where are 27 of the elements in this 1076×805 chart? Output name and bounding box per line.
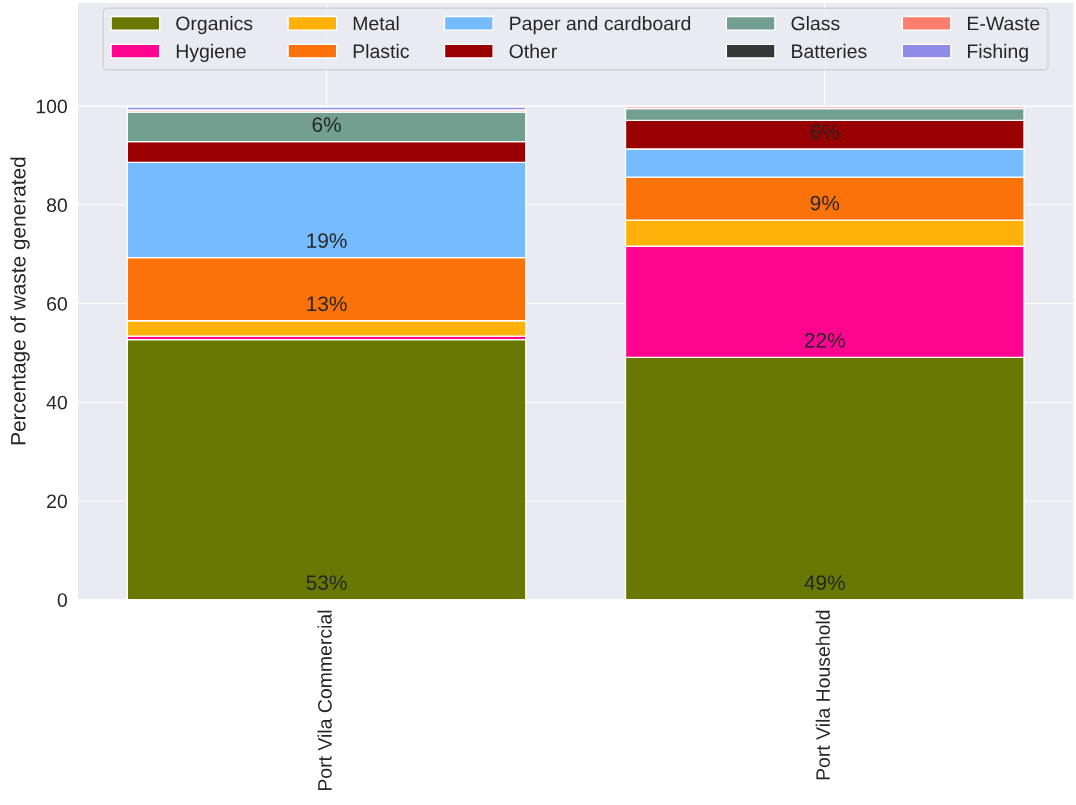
legend-label: Other (509, 43, 557, 59)
data-label: 53% (306, 575, 347, 591)
legend-label: Plastic (353, 43, 409, 59)
legend-label: Metal (353, 16, 399, 31)
data-label: 6% (312, 117, 341, 132)
y-tick-label: 100 (36, 99, 67, 114)
y-axis-title: Percentage of waste generated (10, 157, 30, 445)
y-tick-label: 80 (46, 198, 67, 213)
x-tick-label: Port Vila Household (815, 610, 830, 780)
data-label: 13% (307, 296, 347, 312)
data-label: 19% (307, 233, 347, 248)
legend-label: Organics (176, 16, 253, 35)
y-tick-label: 40 (46, 395, 67, 410)
y-tick-label: 20 (47, 494, 67, 509)
legend-label: Fishing (968, 43, 1028, 62)
legend-label: Batteries (792, 43, 867, 59)
y-tick-label: 60 (47, 297, 67, 311)
data-label: 49% (804, 575, 845, 591)
data-label: 9% (810, 195, 840, 211)
legend-label: E-Waste (968, 16, 1040, 31)
x-tick-label: Port Vila Commercial (317, 610, 332, 791)
legend-label: Glass (791, 16, 840, 31)
data-label: 6% (810, 124, 840, 140)
legend-label: Paper and cardboard (510, 16, 691, 35)
legend-label: Hygiene (176, 43, 246, 62)
y-tick-label: 0 (57, 593, 67, 607)
data-label: 22% (804, 332, 845, 348)
